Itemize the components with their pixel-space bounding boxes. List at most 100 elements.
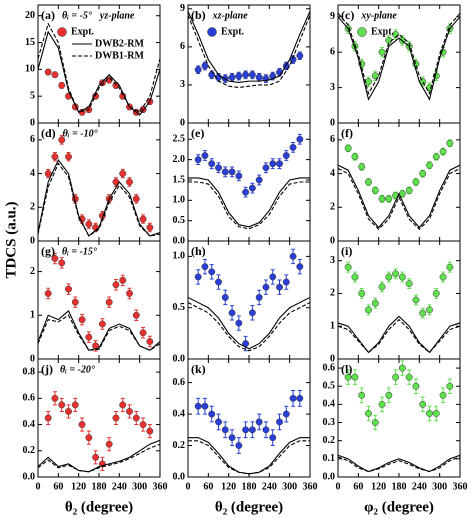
data-point xyxy=(215,164,222,172)
y-tick-label: 3 xyxy=(330,255,335,266)
data-point xyxy=(194,66,202,74)
data-point xyxy=(344,144,352,152)
data-point xyxy=(44,170,52,178)
data-point xyxy=(242,426,250,434)
plot-frame xyxy=(37,4,161,124)
data-point xyxy=(194,156,202,164)
data-point xyxy=(228,434,236,442)
data-point xyxy=(85,220,93,228)
data-point xyxy=(235,172,243,180)
y-tick-label: 1.5 xyxy=(173,174,186,185)
data-point xyxy=(385,195,393,203)
data-point xyxy=(146,427,154,435)
data-point xyxy=(282,278,290,286)
data-point xyxy=(419,400,427,408)
data-point xyxy=(419,170,427,178)
y-tick-label: 0 xyxy=(330,117,335,128)
data-point xyxy=(426,161,433,169)
data-point xyxy=(446,139,454,147)
data-point xyxy=(235,442,243,449)
data-point xyxy=(208,160,216,168)
theory-curve xyxy=(37,162,161,237)
data-point xyxy=(392,373,400,381)
data-point xyxy=(51,255,59,262)
y-tick-label: 2 xyxy=(30,266,35,277)
data-point xyxy=(119,401,127,409)
data-point xyxy=(289,252,297,260)
y-tick-label: 0.0 xyxy=(23,471,36,482)
data-point xyxy=(351,373,359,381)
data-point xyxy=(139,329,147,337)
data-point xyxy=(255,73,263,81)
legend-label: Expt. xyxy=(371,26,395,37)
x-axis-label: θ₂ (degree) xyxy=(65,499,133,515)
panel-label: (c) xyxy=(341,8,354,22)
x-tick-label: 180 xyxy=(242,481,257,492)
theory-curve xyxy=(337,16,461,101)
x-axis-label: φ₂ (degree) xyxy=(364,499,434,515)
theory-curve xyxy=(187,11,311,83)
x-tick-label: 240 xyxy=(112,481,127,492)
data-point xyxy=(378,48,386,56)
y-tick-label: 6 xyxy=(180,41,185,52)
y-tick-label: 0.0 xyxy=(173,353,186,364)
data-point xyxy=(235,319,243,327)
data-point xyxy=(65,153,72,161)
data-point xyxy=(215,278,222,286)
data-point xyxy=(276,160,283,168)
y-tick-label: 0.5 xyxy=(323,381,336,392)
x-tick-label: 300 xyxy=(132,481,147,492)
data-point xyxy=(439,391,447,399)
legend-marker xyxy=(207,27,217,37)
y-tick-label: 0.3 xyxy=(323,417,336,428)
data-point xyxy=(296,263,304,271)
annotation: θᵢ = -5° xyxy=(62,10,92,21)
data-point xyxy=(282,152,290,160)
y-tick-label: 0.0 xyxy=(173,471,186,482)
panel-label: (e) xyxy=(191,126,204,140)
data-point xyxy=(44,68,52,76)
theory-curve xyxy=(187,296,311,350)
data-point xyxy=(412,296,420,304)
data-point xyxy=(228,168,236,176)
data-point xyxy=(289,394,297,402)
legend-label: Expt. xyxy=(71,26,95,37)
plot-frame xyxy=(187,358,311,478)
legend-marker xyxy=(57,27,67,37)
data-point xyxy=(344,263,352,271)
data-point xyxy=(426,306,433,314)
data-point xyxy=(358,289,366,297)
data-point xyxy=(269,160,277,168)
data-point xyxy=(65,285,72,293)
data-point xyxy=(132,195,140,203)
data-point xyxy=(132,311,140,319)
theory-curve xyxy=(187,14,311,89)
data-point xyxy=(371,72,379,80)
y-tick-label: 2 xyxy=(330,202,335,213)
data-point xyxy=(358,391,366,399)
data-point xyxy=(221,168,229,176)
data-point xyxy=(201,402,209,410)
data-point xyxy=(282,410,290,418)
annotation: xz-plane xyxy=(212,10,249,21)
data-point xyxy=(194,273,202,281)
y-tick-label: 0.2 xyxy=(173,440,186,451)
panel-label: (l) xyxy=(341,362,352,376)
data-point xyxy=(405,280,413,288)
data-point xyxy=(365,306,372,314)
data-point xyxy=(378,400,386,408)
theory-curve xyxy=(337,318,461,354)
annotation: θᵢ = -20° xyxy=(60,364,95,375)
plot-frame xyxy=(337,4,461,124)
data-point xyxy=(351,153,359,161)
data-point xyxy=(126,289,133,297)
data-point xyxy=(289,143,297,151)
theory-curve xyxy=(337,168,461,230)
y-tick-label: 0.6 xyxy=(23,393,36,404)
y-tick-label: 0.4 xyxy=(23,419,36,430)
data-point xyxy=(296,135,304,143)
data-point xyxy=(146,224,154,231)
data-point xyxy=(208,410,216,418)
data-point xyxy=(92,453,100,461)
data-point xyxy=(351,273,359,281)
